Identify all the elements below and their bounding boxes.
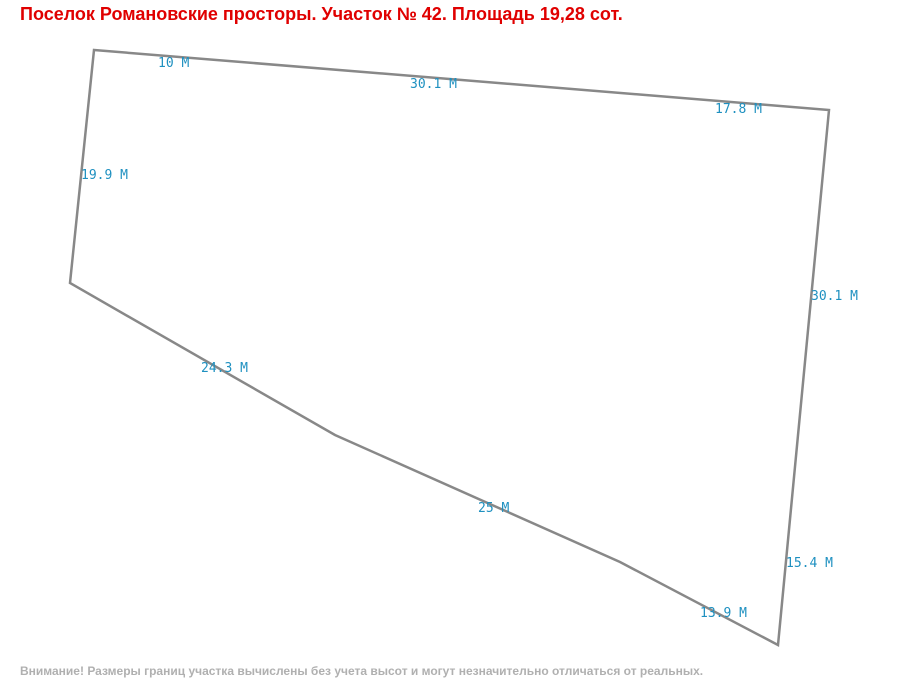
edge-label: 30.1 М	[410, 77, 457, 92]
edge-label: 10 М	[158, 56, 189, 71]
edge-label: 24.3 М	[201, 361, 248, 376]
title: Поселок Романовские просторы. Участок № …	[20, 4, 623, 24]
edge-label: 15.4 М	[786, 556, 833, 571]
edge-label: 17.8 М	[715, 102, 762, 117]
edge-label: 13.9 М	[700, 606, 747, 621]
edge-label: 25 М	[478, 501, 509, 516]
footer-note: Внимание! Размеры границ участка вычисле…	[20, 664, 703, 678]
edge-label: 19.9 М	[81, 168, 128, 183]
edge-label: 30.1 М	[811, 289, 858, 304]
plot-boundary	[68, 48, 831, 647]
